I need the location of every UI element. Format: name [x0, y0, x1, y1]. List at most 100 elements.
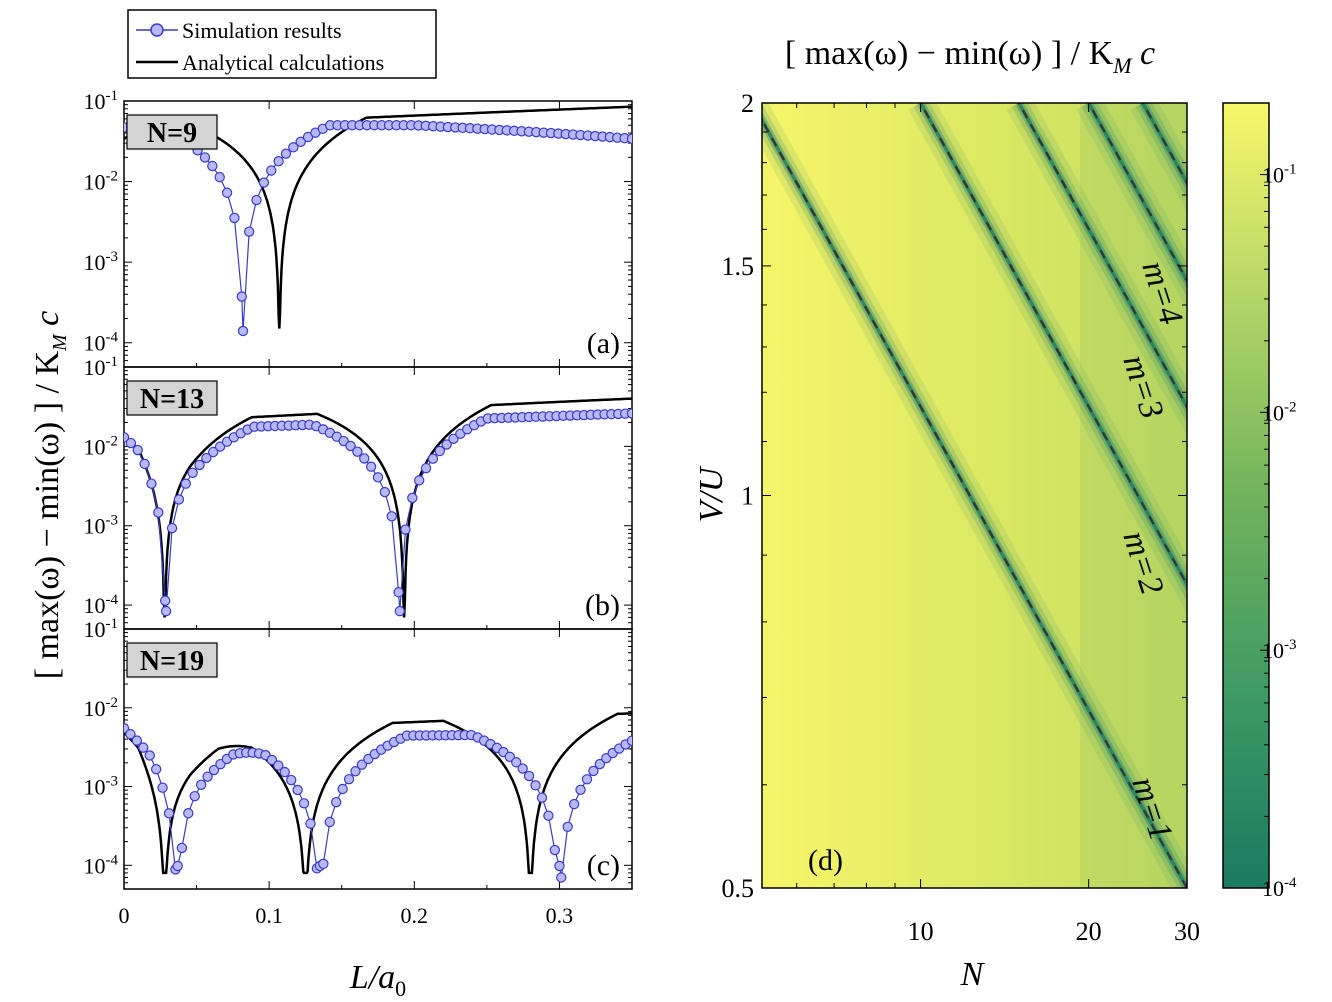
simulation-marker — [146, 478, 157, 489]
plot-area — [124, 712, 632, 883]
simulation-marker — [292, 784, 303, 796]
plot-area — [124, 105, 632, 337]
y-tick-label-exp: -3 — [106, 513, 119, 529]
y-tick-label-exp: -4 — [106, 330, 119, 346]
y-tick-label: 10-1 — [84, 354, 119, 380]
simulation-marker — [194, 459, 205, 471]
y-tick-label: 10-1 — [84, 616, 119, 642]
simulation-marker — [324, 816, 335, 828]
heatmap-shade — [1080, 103, 1187, 888]
colorbar-tick-label: 10-2 — [1262, 399, 1297, 425]
colorbar-tick-label: 10-4 — [1262, 875, 1297, 901]
simulation-marker — [243, 226, 255, 237]
simulation-marker — [338, 435, 349, 447]
simulation-marker — [356, 759, 368, 770]
simulation-marker — [407, 492, 418, 504]
simulation-marker — [125, 728, 136, 740]
simulation-marker — [393, 587, 404, 598]
y-tick-label: 10-3 — [84, 774, 119, 800]
y-tick-label-exp: -2 — [106, 695, 119, 711]
panel-tag: N=19 — [126, 642, 218, 678]
colorbar-tick-label-base: 10 — [1262, 876, 1284, 901]
heatmap-y-tick-label: 0.5 — [722, 874, 755, 903]
simulation-marker — [159, 595, 171, 606]
heatmap-x-tick-label: 30 — [1174, 917, 1200, 946]
simulation-marker — [201, 452, 212, 464]
simulation-marker — [285, 774, 297, 786]
simulation-marker — [517, 763, 528, 774]
simulation-marker — [138, 742, 149, 753]
simulation-marker — [131, 735, 143, 746]
legend: Simulation results Analytical calculatio… — [127, 9, 437, 79]
left-ylabel: [ max(ω) − min(ω) ] / KM c — [29, 311, 71, 680]
colorbar-gradient — [1222, 102, 1270, 889]
simulation-marker — [150, 763, 162, 775]
y-tick-label: 10-2 — [84, 695, 119, 721]
panel-tag-label: N=13 — [140, 384, 204, 415]
colorbar-tick-label-exp: -4 — [1284, 875, 1297, 891]
legend-sim-marker — [150, 23, 164, 37]
panel-d-label: (d) — [808, 844, 843, 877]
simulation-marker — [626, 735, 632, 746]
y-tick-label: 10-3 — [84, 513, 119, 539]
heatmap-xlabel: N — [960, 956, 986, 993]
plot-area — [124, 397, 632, 618]
simulation-marker — [153, 507, 164, 518]
mode-band-2: m=2 — [908, 103, 1187, 614]
analytical-line — [124, 712, 632, 875]
heatmap-title-tail: c — [1132, 35, 1156, 72]
panel-label: (c) — [587, 849, 620, 882]
simulation-marker — [359, 453, 370, 464]
simulation-marker — [441, 439, 452, 450]
y-tick-label-base: 10 — [84, 696, 106, 721]
simulation-marker — [386, 511, 397, 522]
simulation-marker — [400, 524, 411, 535]
panel-tag: N=9 — [126, 114, 218, 150]
y-tick-label-base: 10 — [84, 250, 106, 275]
colorbar-tick-label-exp: -3 — [1284, 637, 1297, 653]
simulation-marker — [279, 766, 290, 778]
simulation-marker — [166, 522, 178, 534]
simulation-marker — [125, 437, 137, 449]
legend-sim-label: Simulation results — [182, 18, 342, 43]
simulation-marker — [331, 796, 342, 808]
y-tick-label: 10-3 — [84, 249, 119, 275]
simulation-marker — [530, 780, 541, 791]
simulation-marker — [180, 478, 191, 489]
simulation-marker — [214, 171, 225, 183]
heatmap-title-sub: M — [1112, 53, 1133, 78]
simulation-marker — [183, 808, 194, 819]
panel-tag-label: N=9 — [147, 118, 197, 149]
simulation-marker — [208, 764, 220, 776]
simulation-marker — [288, 142, 299, 153]
simulation-marker — [420, 462, 432, 474]
y-tick-label-exp: -1 — [106, 616, 119, 632]
simulation-marker — [144, 750, 155, 761]
panel-label: (b) — [585, 589, 620, 622]
colorbar: 10-410-310-210-1 — [1222, 102, 1297, 901]
simulation-marker — [266, 165, 277, 176]
simulation-marker — [189, 790, 200, 802]
heatmap-y-tick-label: 2 — [741, 89, 754, 118]
y-tick-label-exp: -1 — [106, 88, 119, 104]
heatmap-x-tick-label: 20 — [1076, 917, 1102, 946]
y-tick-label-exp: -1 — [106, 354, 119, 370]
simulation-marker — [372, 472, 384, 483]
simulation-marker — [236, 291, 247, 302]
colorbar-tick-label-base: 10 — [1262, 400, 1284, 425]
simulation-marker — [523, 770, 535, 782]
left-xlabel: L/a0 — [349, 959, 406, 1001]
simulation-marker — [221, 187, 233, 198]
simulation-marker — [337, 783, 348, 795]
left-ylabel-tail: c — [29, 311, 66, 335]
simulation-marker — [556, 872, 567, 883]
heatmap-panel: m=1m=2m=3m=4 0.5 1 1.5 2 10 20 30 (d) — [722, 89, 1201, 946]
colorbar-tick-label: 10-3 — [1262, 637, 1297, 663]
simulation-marker — [318, 858, 329, 870]
heatmap-ylabel: V/U — [693, 465, 730, 522]
heatmap-title-main: [ max(ω) − min(ω) ] / K — [785, 35, 1114, 72]
y-tick-label-exp: -4 — [106, 852, 119, 868]
mode-dashed-line — [762, 117, 1187, 888]
colorbar-tick-label-exp: -2 — [1284, 399, 1297, 415]
